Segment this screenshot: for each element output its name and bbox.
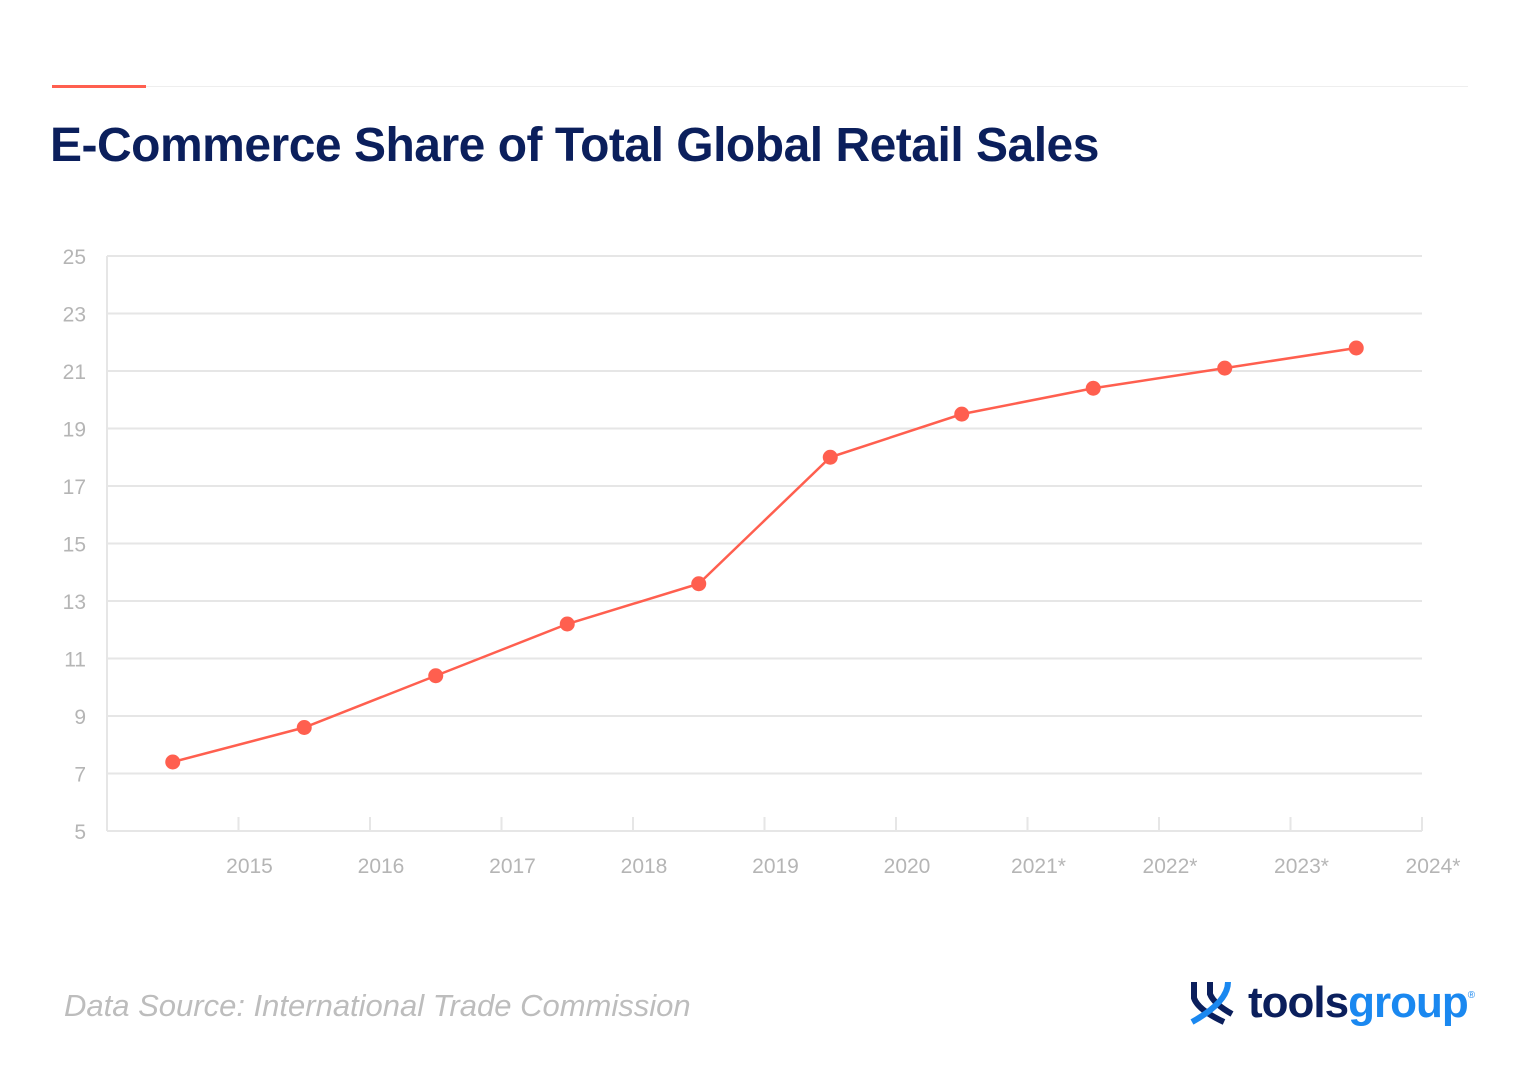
y-tick-label: 23	[63, 304, 86, 327]
top-rule	[146, 86, 1468, 87]
y-tick-label: 11	[64, 649, 86, 672]
data-point	[165, 754, 181, 770]
y-tick-label: 19	[63, 419, 86, 442]
logo-text-group: group	[1348, 978, 1469, 1027]
x-tick-label: 2016	[358, 855, 405, 878]
x-tick-label: 2021*	[1011, 855, 1066, 878]
y-tick-label: 21	[63, 361, 86, 384]
x-tick-label: 2019	[752, 855, 799, 878]
logo-mark-icon	[1190, 981, 1234, 1025]
registered-mark: ®	[1467, 990, 1476, 1001]
x-tick-label: 2020	[884, 855, 931, 878]
y-tick-label: 7	[74, 764, 86, 787]
chart-title: E-Commerce Share of Total Global Retail …	[50, 119, 1099, 172]
data-point	[296, 720, 312, 735]
y-tick-label: 9	[74, 706, 86, 729]
logo-text-tools: tools	[1248, 978, 1349, 1027]
y-tick-label: 13	[63, 591, 86, 614]
data-source: Data Source: International Trade Commiss…	[64, 988, 691, 1023]
series-line	[172, 346, 1357, 764]
data-point	[1085, 380, 1101, 396]
data-point	[822, 449, 838, 465]
toolsgroup-logo: toolsgroup ®	[1188, 978, 1475, 1028]
x-tick-label: 2018	[621, 855, 668, 878]
data-point	[428, 668, 444, 684]
data-point	[1348, 340, 1364, 356]
x-tick-label: 2024*	[1406, 855, 1461, 878]
y-tick-label: 17	[63, 476, 86, 499]
y-tick-label: 25	[63, 246, 86, 269]
x-tick-label: 2017	[489, 855, 536, 878]
data-point	[691, 576, 707, 592]
x-tick-label: 2022*	[1143, 855, 1198, 878]
data-point	[1217, 360, 1233, 376]
data-point	[954, 406, 970, 422]
y-tick-label: 5	[74, 821, 86, 844]
y-tick-label: 15	[63, 534, 86, 557]
data-point	[559, 616, 575, 632]
accent-line	[52, 85, 146, 88]
x-tick-label: 2023*	[1274, 855, 1329, 878]
x-tick-label: 2015	[226, 855, 273, 878]
